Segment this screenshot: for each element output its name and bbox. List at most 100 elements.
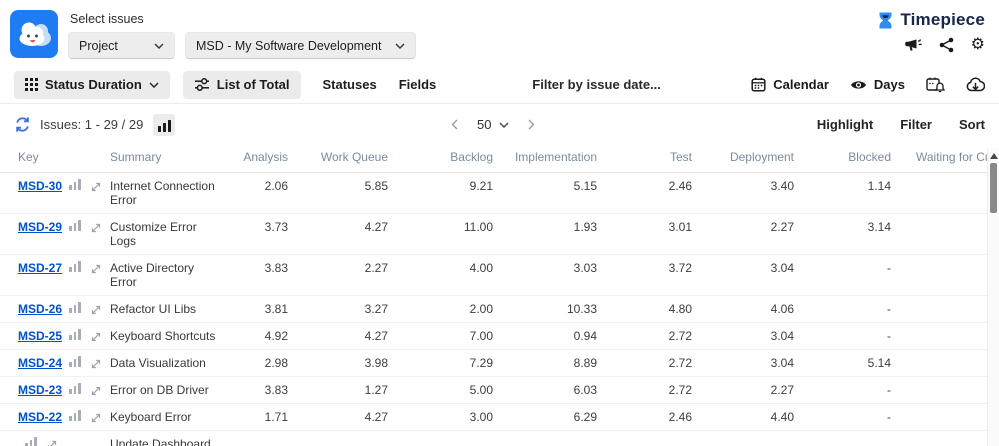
vertical-scrollbar[interactable] xyxy=(987,148,999,446)
duration-cell: 1.27 xyxy=(291,376,391,404)
expand-icon[interactable] xyxy=(90,331,102,343)
feedback-button[interactable] xyxy=(904,38,922,53)
scroll-up-arrow-icon[interactable] xyxy=(989,153,998,159)
issue-bar-chart-icon[interactable] xyxy=(69,410,81,421)
issue-bar-chart-icon[interactable] xyxy=(69,329,81,340)
issue-key-link[interactable]: MSD-25 xyxy=(18,329,63,343)
duration-cell: 2.72 xyxy=(600,376,695,404)
issue-bar-chart-icon[interactable] xyxy=(69,302,81,313)
export-button[interactable] xyxy=(966,77,985,92)
duration-cell: 0.94 xyxy=(496,322,600,350)
scheduled-report-button[interactable] xyxy=(926,77,945,93)
days-unit-button[interactable]: Days xyxy=(850,77,905,92)
expand-icon[interactable] xyxy=(90,181,102,193)
duration-cell xyxy=(894,254,999,296)
issues-table: Key Summary Analysis Work Queue Backlog … xyxy=(0,145,999,446)
table-row: MSD-25 Keyboard Shortcuts 4.92 4.27 7.00… xyxy=(0,322,999,350)
chevron-down-icon xyxy=(149,81,159,88)
list-of-total-label: List of Total xyxy=(216,77,290,92)
duration-cell: 6.29 xyxy=(496,403,600,431)
issue-bar-chart-icon[interactable] xyxy=(25,437,37,446)
share-icon xyxy=(939,37,953,53)
issue-bar-chart-icon[interactable] xyxy=(69,261,81,272)
expand-icon[interactable] xyxy=(46,439,58,446)
duration-cell: 2.72 xyxy=(600,349,695,377)
issue-key-link[interactable]: MSD-24 xyxy=(18,356,63,370)
col-header-implementation[interactable]: Implementation xyxy=(496,145,600,173)
expand-icon[interactable] xyxy=(90,412,102,424)
expand-icon[interactable] xyxy=(90,222,102,234)
col-header-work-queue[interactable]: Work Queue xyxy=(291,145,391,173)
settings-button[interactable]: ⚙ xyxy=(971,37,985,53)
col-header-backlog[interactable]: Backlog xyxy=(391,145,496,173)
table-row: MSD-23 Error on DB Driver 3.83 1.27 5.00… xyxy=(0,376,999,404)
next-page-button[interactable] xyxy=(526,117,537,132)
duration-cell: 3.03 xyxy=(496,254,600,296)
statuses-button[interactable]: Statuses xyxy=(322,77,377,92)
days-label: Days xyxy=(873,77,905,92)
issue-source-dropdown[interactable]: Project xyxy=(68,32,175,59)
calendar-button[interactable]: Calendar xyxy=(751,77,829,92)
issue-key-link[interactable]: MSD-23 xyxy=(18,383,63,397)
issue-key-link[interactable]: MSD-27 xyxy=(18,261,63,275)
fields-button[interactable]: Fields xyxy=(398,77,437,92)
duration-cell: 1.93 xyxy=(496,213,600,255)
duration-cell xyxy=(894,376,999,404)
duration-cell: 2.98 xyxy=(242,349,291,377)
duration-cell: 2.27 xyxy=(291,254,391,296)
list-of-total-button[interactable]: List of Total xyxy=(182,70,301,99)
expand-icon[interactable] xyxy=(90,263,102,275)
chevron-right-icon xyxy=(528,119,535,130)
duration-cell: 4.80 xyxy=(600,295,695,323)
duration-cell: 2.72 xyxy=(600,322,695,350)
select-issues-label: Select issues xyxy=(70,12,144,26)
col-header-analysis[interactable]: Analysis xyxy=(242,145,291,173)
duration-cell: 3.98 xyxy=(291,349,391,377)
gear-icon: ⚙ xyxy=(970,36,985,53)
issue-summary: Customize Error Logs xyxy=(110,220,197,248)
expand-icon[interactable] xyxy=(90,385,102,397)
issue-bar-chart-icon[interactable] xyxy=(69,220,81,231)
highlight-button[interactable]: Highlight xyxy=(816,117,874,132)
issue-summary: Error on DB Driver xyxy=(110,383,209,397)
chevron-left-icon xyxy=(451,119,458,130)
issue-key-link[interactable]: MSD-26 xyxy=(18,302,63,316)
cloud-app-logo-icon[interactable] xyxy=(10,10,58,58)
refresh-button[interactable] xyxy=(14,116,31,133)
duration-cell xyxy=(894,430,999,446)
col-header-key[interactable]: Key xyxy=(0,145,92,173)
duration-cell: 3.04 xyxy=(695,349,797,377)
expand-icon[interactable] xyxy=(90,358,102,370)
issue-bar-chart-icon[interactable] xyxy=(69,356,81,367)
duration-cell: 1.71 xyxy=(242,403,291,431)
issue-key-link[interactable]: MSD-29 xyxy=(18,220,63,234)
filter-button[interactable]: Filter xyxy=(900,117,932,132)
prev-page-button[interactable] xyxy=(449,117,460,132)
page-size-value: 50 xyxy=(477,117,492,132)
chart-view-button[interactable] xyxy=(153,113,176,136)
duration-cell: 5.14 xyxy=(797,349,894,377)
issue-key-link[interactable]: MSD-30 xyxy=(18,179,63,193)
col-header-deployment[interactable]: Deployment xyxy=(695,145,797,173)
share-button[interactable] xyxy=(939,37,954,53)
table-row: MSD-26 Refactor UI Libs 3.81 3.27 2.00 1… xyxy=(0,295,999,323)
col-header-summary[interactable]: Summary xyxy=(92,145,242,173)
issue-key-link[interactable]: MSD-22 xyxy=(18,410,63,424)
sort-button[interactable]: Sort xyxy=(959,117,985,132)
duration-cell: 3.83 xyxy=(242,254,291,296)
issue-bar-chart-icon[interactable] xyxy=(69,383,81,394)
cloud-logo-icon xyxy=(10,10,58,58)
issue-summary: Internet Connection Error xyxy=(110,179,215,207)
scrollbar-thumb[interactable] xyxy=(990,163,997,213)
status-duration-button[interactable]: Status Duration xyxy=(14,70,170,99)
page-size-dropdown[interactable]: 50 xyxy=(477,117,509,132)
duration-cell: 3.72 xyxy=(600,254,695,296)
col-header-blocked[interactable]: Blocked xyxy=(797,145,894,173)
project-dropdown[interactable]: MSD - My Software Development xyxy=(185,32,416,59)
col-header-waiting[interactable]: Waiting for Cust xyxy=(894,145,999,173)
duration-cell: - xyxy=(797,322,894,350)
filter-by-issue-date[interactable]: Filter by issue date... xyxy=(532,77,661,92)
issue-bar-chart-icon[interactable] xyxy=(69,179,81,190)
expand-icon[interactable] xyxy=(90,304,102,316)
col-header-test[interactable]: Test xyxy=(600,145,695,173)
